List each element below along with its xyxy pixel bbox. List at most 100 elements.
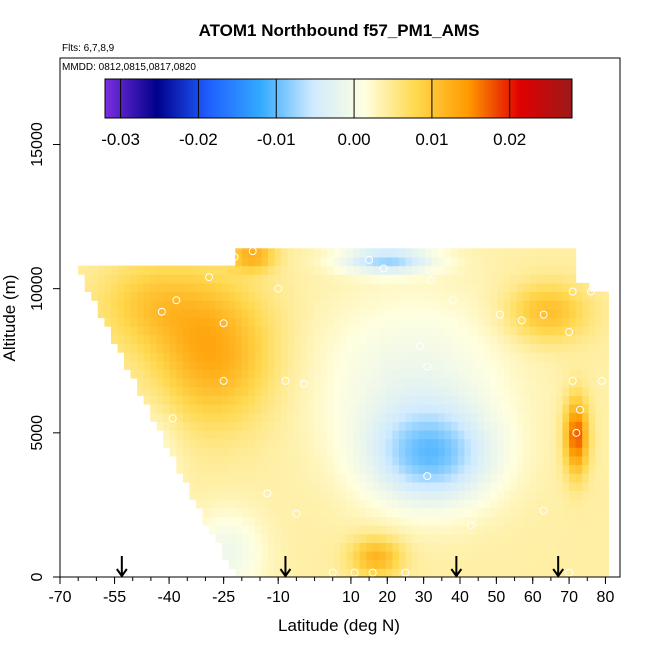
heatmap-cell xyxy=(248,516,256,526)
flights-label: Flts: 6,7,8,9 xyxy=(62,43,115,54)
heatmap-cell xyxy=(294,334,302,345)
heatmap-cell xyxy=(503,308,511,319)
heatmap-cell xyxy=(529,533,537,543)
heatmap-cell xyxy=(182,412,190,422)
heatmap-cell xyxy=(366,533,374,543)
heatmap-cell xyxy=(366,274,374,284)
heatmap-cell xyxy=(529,282,537,293)
heatmap-cell xyxy=(601,326,609,336)
heatmap-cell xyxy=(346,334,354,345)
heatmap-cell xyxy=(228,326,236,336)
heatmap-cell xyxy=(202,378,210,388)
heatmap-cell xyxy=(313,421,321,431)
heatmap-cell xyxy=(307,516,315,526)
heatmap-cell xyxy=(601,438,609,448)
heatmap-cell xyxy=(182,326,190,336)
heatmap-cell xyxy=(222,386,230,396)
heatmap-cell xyxy=(274,412,282,422)
x-tick-label: 60 xyxy=(524,589,542,606)
heatmap-cell xyxy=(405,395,413,405)
heatmap-cell xyxy=(156,386,164,396)
heatmap-cell xyxy=(143,291,151,301)
heatmap-cell xyxy=(523,360,531,370)
heatmap-cell xyxy=(438,395,446,405)
heatmap-cell xyxy=(562,300,570,310)
heatmap-cell xyxy=(300,248,308,258)
heatmap-cell xyxy=(222,369,230,379)
heatmap-cell xyxy=(392,533,400,543)
heatmap-cell xyxy=(444,499,452,509)
heatmap-cell xyxy=(196,326,204,336)
heatmap-cell xyxy=(601,343,609,353)
heatmap-cell xyxy=(163,404,171,414)
heatmap-cell xyxy=(215,291,223,301)
heatmap-cell xyxy=(484,412,492,422)
heatmap-cell xyxy=(202,438,210,448)
heatmap-cell xyxy=(379,447,387,457)
heatmap-cell xyxy=(189,447,197,457)
heatmap-cell xyxy=(117,343,125,353)
heatmap-cell xyxy=(595,343,603,353)
heatmap-cell xyxy=(320,516,328,526)
heatmap-cell xyxy=(261,447,269,457)
sample-point xyxy=(423,362,432,371)
heatmap-cell xyxy=(418,352,426,362)
heatmap-cell xyxy=(326,438,334,448)
heatmap-cell xyxy=(228,308,236,319)
heatmap-cell xyxy=(444,490,452,500)
heatmap-cell xyxy=(477,300,485,310)
heatmap-cell xyxy=(398,308,406,319)
heatmap-cell xyxy=(340,291,348,301)
heatmap-cell xyxy=(451,481,459,492)
heatmap-cell xyxy=(510,386,518,396)
heatmap-cell xyxy=(320,352,328,362)
heatmap-cell xyxy=(313,334,321,345)
heatmap-cell xyxy=(372,256,380,267)
heatmap-cell xyxy=(510,334,518,345)
heatmap-cell xyxy=(484,395,492,405)
heatmap-cell xyxy=(562,473,570,483)
heatmap-cell xyxy=(457,430,465,440)
heatmap-cell xyxy=(366,421,374,431)
heatmap-field xyxy=(78,248,609,577)
heatmap-cell xyxy=(542,282,550,293)
heatmap-cell xyxy=(484,559,492,569)
heatmap-cell xyxy=(542,551,550,561)
heatmap-cell xyxy=(425,464,433,474)
heatmap-cell xyxy=(470,421,478,431)
heatmap-cell xyxy=(470,326,478,336)
heatmap-cell xyxy=(542,559,550,569)
heatmap-cell xyxy=(281,412,289,422)
heatmap-cell xyxy=(418,326,426,336)
heatmap-cell xyxy=(582,404,590,414)
heatmap-cell xyxy=(451,291,459,301)
heatmap-cell xyxy=(372,455,380,466)
heatmap-cell xyxy=(202,343,210,353)
heatmap-cell xyxy=(556,551,564,561)
heatmap-cell xyxy=(340,334,348,345)
heatmap-cell xyxy=(575,343,583,353)
sample-point xyxy=(568,376,577,385)
heatmap-cell xyxy=(405,274,413,284)
heatmap-cell xyxy=(222,438,230,448)
heatmap-cell xyxy=(235,542,243,552)
heatmap-cell xyxy=(556,533,564,543)
heatmap-cell xyxy=(595,352,603,362)
heatmap-cell xyxy=(241,568,249,577)
heatmap-cell xyxy=(313,438,321,448)
heatmap-cell xyxy=(307,464,315,474)
x-tick-label: 40 xyxy=(451,589,469,606)
heatmap-cell xyxy=(503,559,511,569)
heatmap-cell xyxy=(248,412,256,422)
heatmap-cell xyxy=(248,490,256,500)
heatmap-cell xyxy=(464,326,472,336)
heatmap-cell xyxy=(556,559,564,569)
heatmap-cell xyxy=(556,265,564,275)
heatmap-cell xyxy=(366,551,374,561)
heatmap-cell xyxy=(202,499,210,509)
heatmap-cell xyxy=(326,455,334,466)
heatmap-cell xyxy=(484,248,492,258)
x-axis: -70 -55 -40 -25 -10 10 20 30 40 50 60 70 80 xyxy=(48,576,614,606)
heatmap-cell xyxy=(562,430,570,440)
heatmap-cell xyxy=(320,499,328,509)
